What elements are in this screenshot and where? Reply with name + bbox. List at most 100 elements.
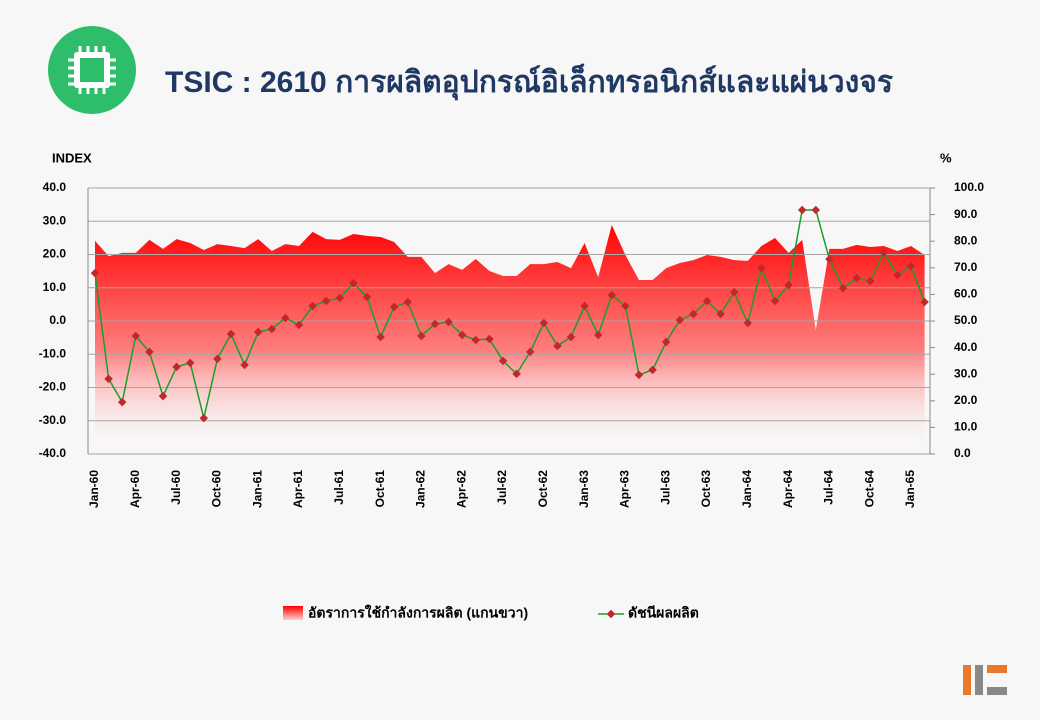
x-tick-label: Oct-62 (536, 470, 550, 508)
marker (226, 329, 236, 339)
x-tick-label: Apr-62 (454, 470, 468, 508)
marker (199, 413, 209, 423)
y2-tick-label: 80.0 (954, 233, 978, 247)
marker (675, 315, 685, 325)
marker (158, 391, 168, 401)
x-tick-label: Oct-61 (373, 470, 387, 508)
y2-axis-label: % (940, 150, 952, 165)
logo (963, 665, 1007, 695)
marker (444, 317, 453, 327)
marker (852, 273, 861, 283)
x-tick-label: Jul-64 (822, 470, 836, 505)
marker (825, 254, 834, 264)
marker (525, 347, 535, 357)
y-tick-label: -40.0 (39, 446, 67, 460)
marker (362, 292, 372, 302)
y2-tick-label: 40.0 (954, 340, 978, 354)
marker (349, 278, 358, 288)
marker (457, 330, 467, 340)
marker (716, 309, 725, 319)
marker (213, 354, 222, 364)
marker (580, 301, 589, 311)
y-tick-label: 40.0 (43, 180, 67, 194)
y2-tick-label: 70.0 (954, 260, 978, 274)
y2-tick-label: 60.0 (954, 287, 978, 301)
x-tick-label: Jan-60 (87, 470, 101, 508)
chip-icon (48, 26, 136, 114)
marker (430, 319, 440, 329)
marker (634, 370, 644, 380)
y2-tick-label: 30.0 (954, 366, 978, 380)
y2-tick-label: 0.0 (954, 446, 971, 460)
x-tick-label: Oct-64 (862, 470, 876, 508)
marker (770, 296, 780, 306)
marker (838, 283, 848, 293)
marker (865, 276, 875, 286)
marker (539, 318, 549, 328)
x-tick-label: Apr-63 (618, 470, 632, 508)
marker (321, 296, 331, 306)
marker (648, 365, 657, 375)
legend-swatch (606, 609, 616, 619)
x-tick-label: Apr-61 (291, 470, 305, 508)
marker (702, 296, 712, 306)
marker (281, 313, 290, 323)
marker (90, 268, 100, 278)
y2-tick-label: 90.0 (954, 207, 978, 221)
x-tick-label: Jul-61 (332, 470, 346, 505)
marker (621, 301, 630, 311)
marker (240, 360, 249, 370)
marker (335, 293, 345, 303)
x-tick-label: Apr-60 (128, 470, 142, 508)
marker (920, 297, 929, 307)
marker (417, 331, 426, 341)
marker (661, 337, 671, 347)
y2-tick-label: 100.0 (954, 180, 984, 194)
marker (906, 261, 916, 271)
y-tick-label: -20.0 (39, 380, 67, 394)
x-tick-label: Oct-60 (210, 470, 224, 508)
y2-tick-label: 10.0 (954, 420, 978, 434)
x-tick-label: Jan-63 (577, 470, 591, 508)
legend-swatch (283, 606, 303, 620)
marker (308, 301, 317, 311)
y-tick-label: -10.0 (39, 346, 67, 360)
marker (389, 302, 399, 312)
marker (512, 369, 521, 379)
x-tick-label: Jan-62 (414, 470, 428, 508)
marker (403, 297, 413, 307)
marker (784, 280, 793, 290)
y-tick-label: -30.0 (39, 413, 67, 427)
marker (757, 263, 766, 273)
marker (498, 356, 508, 366)
x-tick-label: Jul-62 (495, 470, 509, 505)
marker (689, 309, 698, 319)
x-tick-label: Jan-64 (740, 470, 754, 508)
marker (593, 330, 603, 340)
chart-title: TSIC : 2610 การผลิตอุปกรณ์อิเล็กทรอนิกส์… (165, 63, 893, 101)
marker (145, 347, 154, 357)
x-tick-label: Apr-64 (781, 470, 795, 508)
legend-label: ดัชนีผลผลิต (628, 605, 699, 621)
x-tick-label: Jul-60 (169, 470, 183, 505)
marker (294, 320, 304, 330)
y-axis-label: INDEX (52, 150, 92, 165)
y-tick-label: 10.0 (43, 280, 67, 294)
x-tick-label: Jan-61 (250, 470, 264, 508)
marker (485, 334, 494, 344)
marker (729, 287, 739, 297)
marker (117, 397, 127, 407)
y2-tick-label: 50.0 (954, 313, 978, 327)
x-tick-label: Jul-63 (658, 470, 672, 505)
marker (607, 290, 617, 300)
legend-label: อัตราการใช้กำลังการผลิต (แกนขวา) (308, 604, 528, 621)
y-tick-label: 0.0 (49, 313, 66, 327)
marker (131, 331, 141, 341)
area (95, 224, 925, 454)
marker (743, 318, 753, 328)
marker (566, 332, 576, 342)
marker (893, 270, 902, 280)
x-tick-label: Oct-63 (699, 470, 713, 508)
marker (376, 332, 385, 342)
